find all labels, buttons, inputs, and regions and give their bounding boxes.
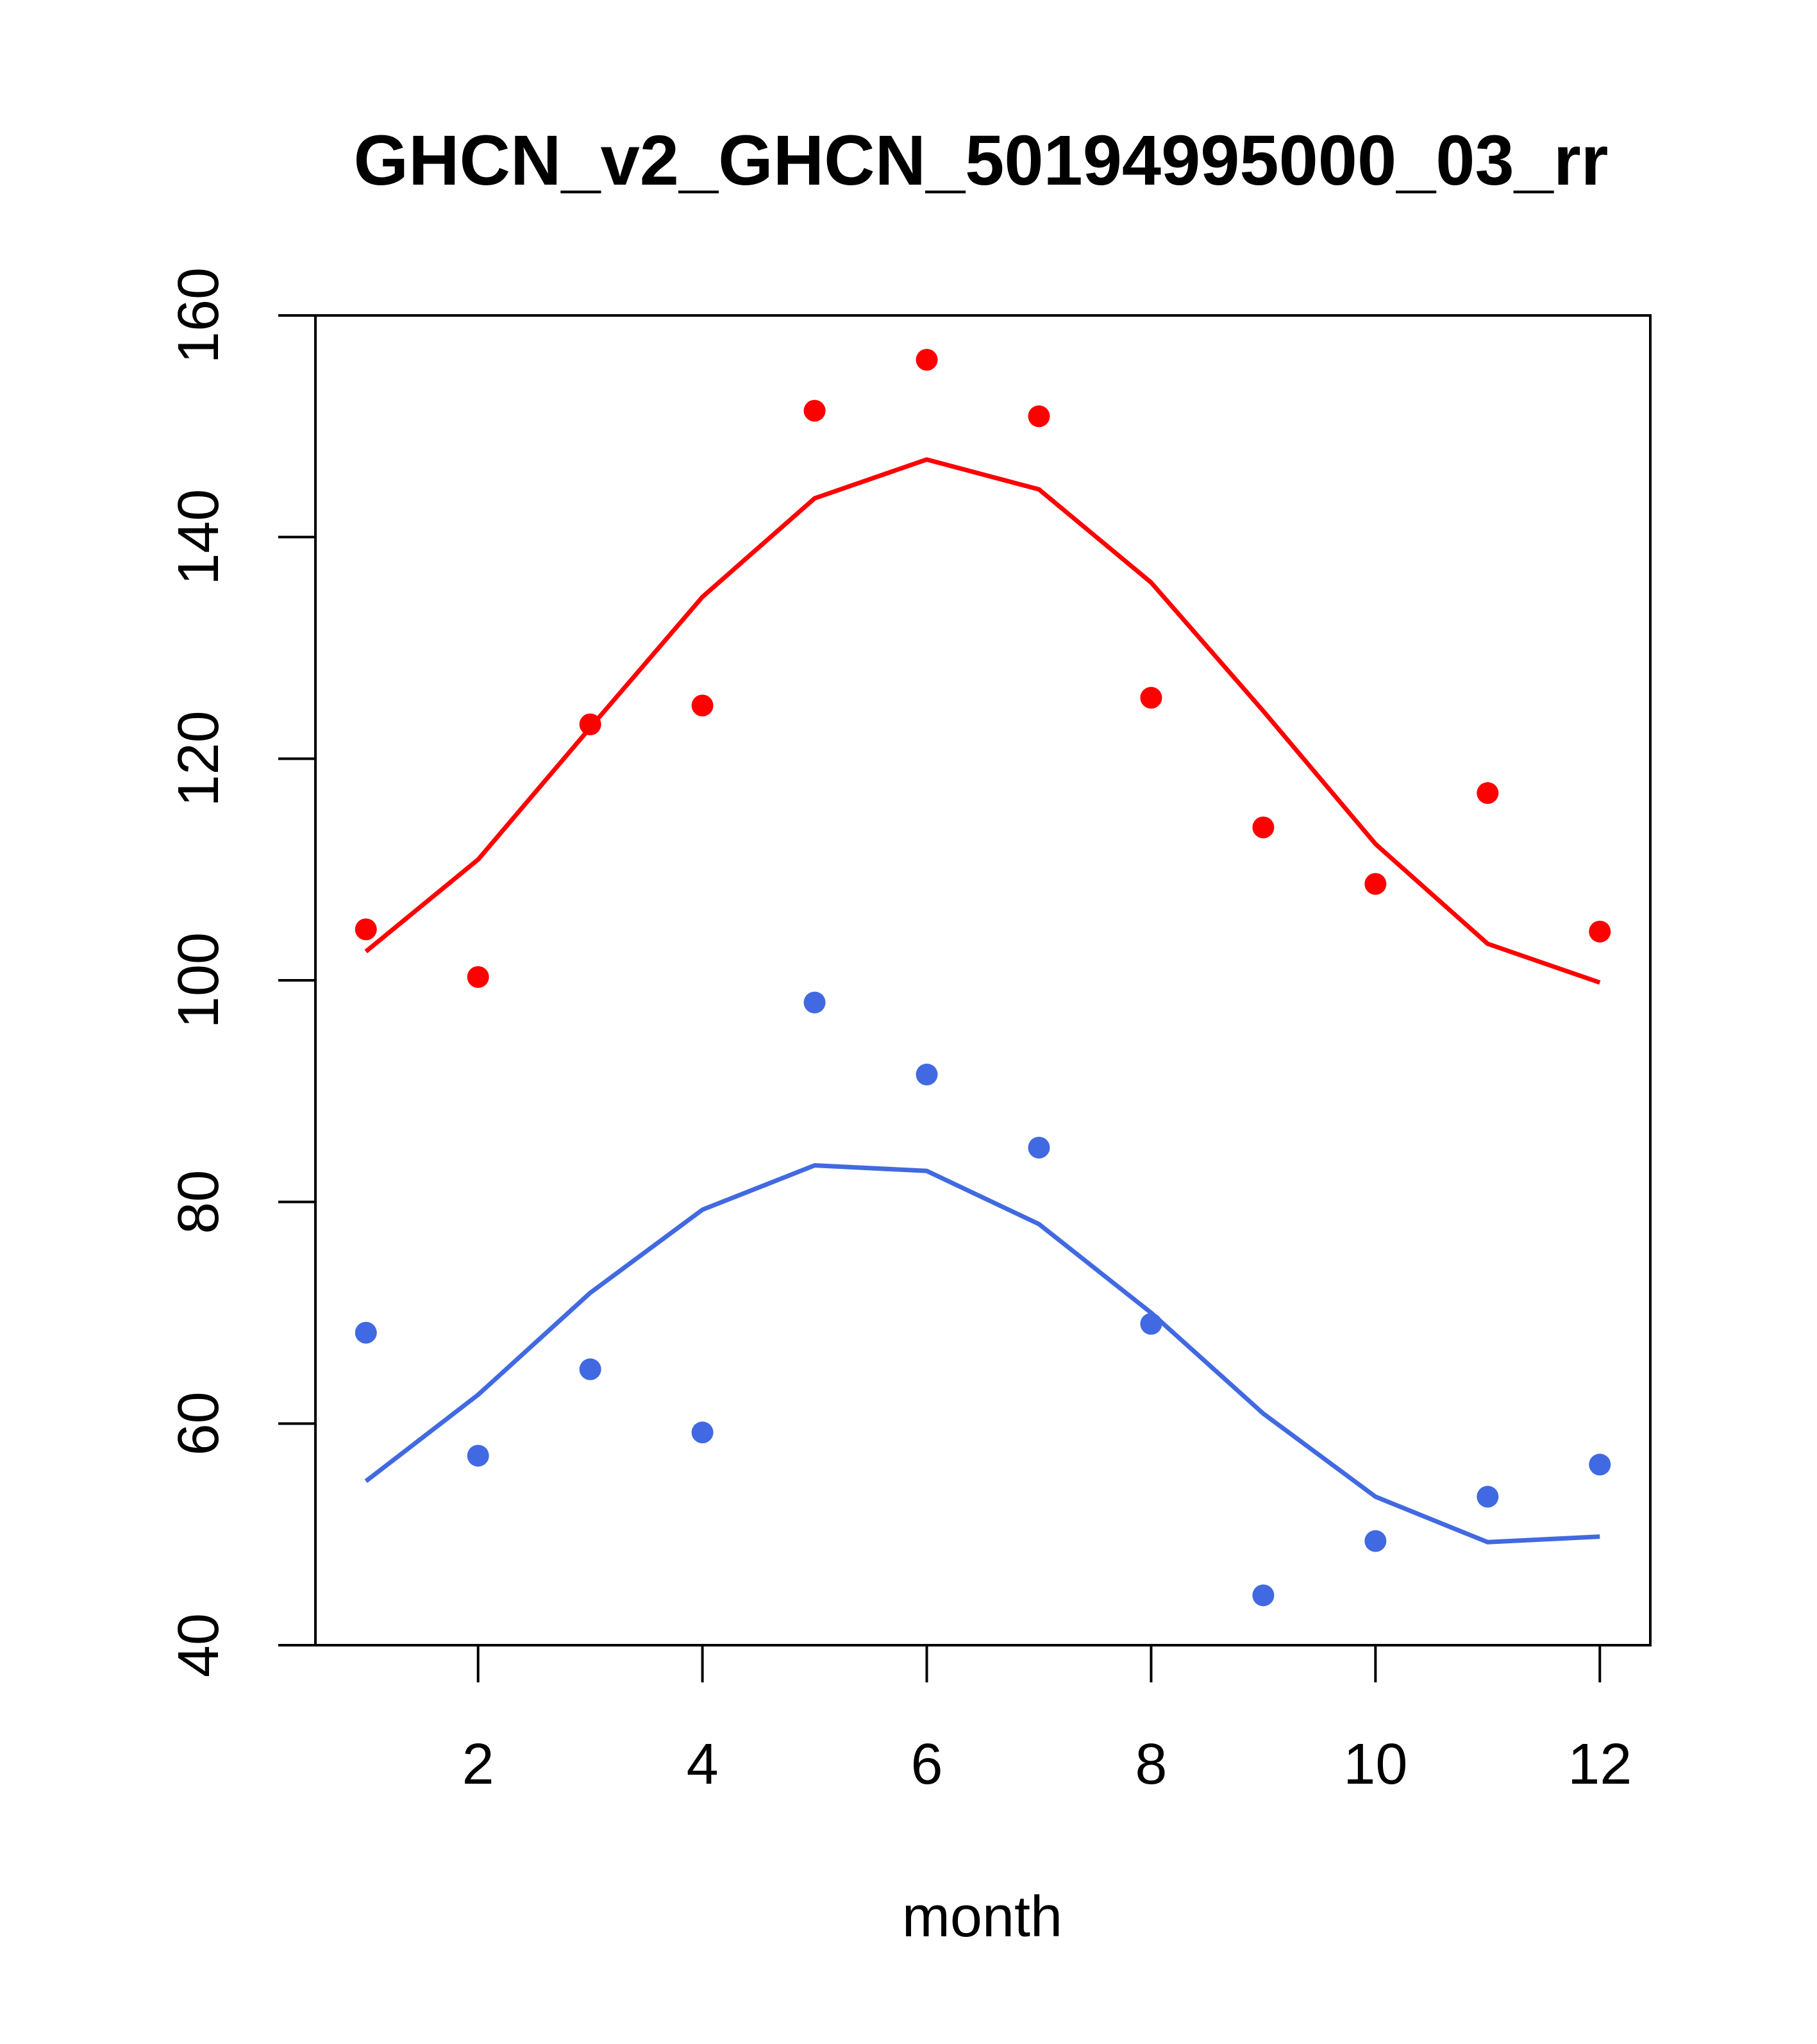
- x-tick-label: 6: [910, 1732, 942, 1797]
- x-tick-label: 10: [1343, 1732, 1407, 1797]
- series-1: [355, 349, 1611, 988]
- series-1-line: [364, 457, 1601, 985]
- series-2-point: [803, 991, 826, 1014]
- series-1-point: [916, 349, 938, 371]
- series-1-point: [1140, 687, 1162, 709]
- series-1-point: [803, 399, 826, 422]
- series-2-point: [1477, 1486, 1499, 1508]
- series-2-point: [691, 1421, 714, 1444]
- x-tick-label: 12: [1568, 1732, 1632, 1797]
- series-1-point: [579, 713, 601, 735]
- y-tick-label: 80: [167, 1170, 231, 1234]
- y-tick-label: 120: [167, 710, 231, 807]
- series-2-point: [916, 1063, 938, 1085]
- series-2: [355, 991, 1611, 1607]
- series-1-point: [355, 918, 377, 941]
- series-2-point: [1028, 1136, 1050, 1159]
- x-tick-label: 4: [687, 1732, 719, 1797]
- series-2-point: [1252, 1584, 1275, 1607]
- series-1-point: [1252, 816, 1275, 839]
- series-1-point: [1477, 782, 1499, 804]
- y-tick-label: 60: [167, 1391, 231, 1455]
- series-2-point: [579, 1358, 601, 1380]
- y-tick-label: 40: [167, 1613, 231, 1677]
- y-axis: 40 60 80 100 120 140 160: [167, 267, 317, 1677]
- x-tick-label: 8: [1135, 1732, 1167, 1797]
- y-tick-label: 100: [167, 932, 231, 1028]
- y-tick-label: 160: [167, 267, 231, 364]
- series-2-point: [1589, 1453, 1611, 1476]
- y-tick-label: 140: [167, 489, 231, 585]
- x-axis: 2 4 6 8 10 12: [462, 1644, 1632, 1797]
- series-1-point: [467, 966, 489, 988]
- series-1-point: [1589, 920, 1611, 942]
- series-2-line: [364, 1163, 1600, 1545]
- series-2-point: [355, 1321, 377, 1344]
- series-2-point: [1364, 1530, 1387, 1552]
- series-1-point: [1028, 405, 1050, 428]
- x-tick-label: 2: [462, 1732, 494, 1797]
- series-2-point: [1140, 1312, 1162, 1335]
- series-1-point: [1364, 873, 1387, 895]
- series-layer: [355, 349, 1611, 1607]
- chart-title: GHCN_v2_GHCN_50194995000_03_rr: [354, 121, 1609, 200]
- series-2-point: [467, 1445, 489, 1467]
- x-axis-title: month: [902, 1885, 1062, 1949]
- series-1-point: [691, 694, 714, 717]
